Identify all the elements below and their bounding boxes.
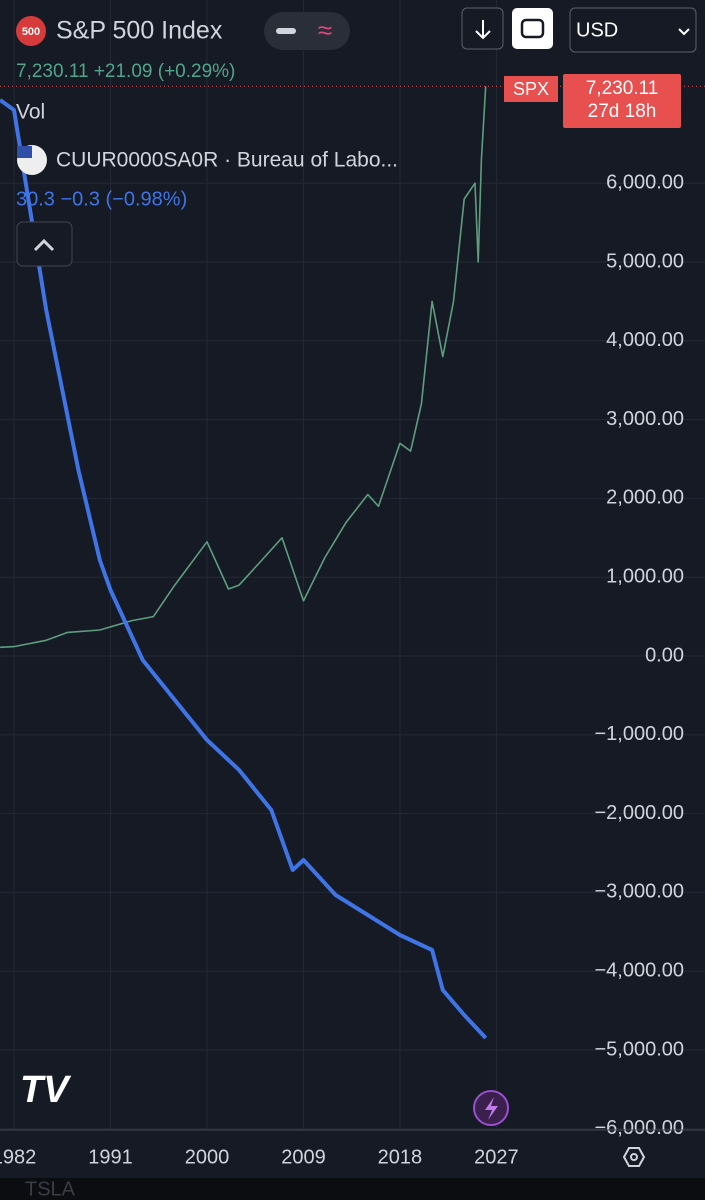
y-tick-label: −5,000.00 <box>594 1038 684 1060</box>
toggle-wave: ≈ <box>318 15 332 45</box>
y-tick-label: 6,000.00 <box>606 171 684 193</box>
flag-canton <box>17 146 32 158</box>
y-tick-label: −4,000.00 <box>594 959 684 981</box>
currency-select[interactable] <box>569 7 697 53</box>
y-tick-label: 2,000.00 <box>606 487 684 509</box>
fullscreen-button[interactable] <box>512 8 553 49</box>
y-tick-label: 3,000.00 <box>606 408 684 430</box>
toggle[interactable] <box>264 12 350 50</box>
overlay-quote: 30.3 −0.3 (−0.98%) <box>16 188 187 210</box>
badge <box>16 16 46 46</box>
fullscreen-icon <box>520 18 545 39</box>
overlay-name: CUUR0000SA0R · Bureau of Labo... <box>56 149 398 172</box>
price-tag: 7,230.11 <box>586 78 659 99</box>
title: S&P 500 Index <box>56 17 223 45</box>
settings-dot <box>630 1153 638 1161</box>
y-tick-label: −6,000.00 <box>594 1117 684 1139</box>
x-tick-label: 1982 <box>0 1146 36 1168</box>
quote: 7,230.11 +21.09 (+0.29%) <box>16 61 235 82</box>
symbol-tag-bg <box>504 76 558 102</box>
x-tick-label: 2009 <box>281 1146 326 1168</box>
currency: USD <box>576 19 618 41</box>
symbol-tag: SPX <box>513 79 549 99</box>
x-tick-label: 2000 <box>185 1146 230 1168</box>
y-tick-label: −2,000.00 <box>594 802 684 824</box>
vol-label: Vol <box>16 101 45 124</box>
dropdown-icon <box>678 28 690 36</box>
plot: −6,000.00 −5,000.00 −4,000.00 −3,000.00 −2,0… <box>0 0 705 1168</box>
y-tick-label: 0.00 <box>645 644 684 666</box>
series-line <box>0 86 487 649</box>
logo: TV <box>20 1069 71 1111</box>
footer-text: TSLA <box>25 1178 76 1200</box>
series-line <box>0 98 488 1040</box>
y-tick-label: −3,000.00 <box>594 881 684 903</box>
download-icon <box>475 20 491 40</box>
chevron-icon <box>33 238 55 252</box>
price-tag-bg <box>563 74 681 128</box>
settings-button[interactable] <box>622 1147 646 1167</box>
x-tick-label: 1991 <box>88 1146 133 1168</box>
collapse-button[interactable] <box>16 221 73 267</box>
countdown: 27d 18h <box>588 101 657 122</box>
y-tick-label: 4,000.00 <box>606 329 684 351</box>
x-tick-label: 2018 <box>378 1146 423 1168</box>
footer-bar <box>0 1178 705 1200</box>
y-tick-label: 1,000.00 <box>606 565 684 587</box>
y-tick-label: 5,000.00 <box>606 250 684 272</box>
toggle-minus <box>276 28 296 34</box>
x-tick-label: 2027 <box>474 1146 519 1168</box>
badge-text: 500 <box>22 26 40 38</box>
y-tick-label: −1,000.00 <box>594 723 684 745</box>
flash-icon <box>485 1097 498 1120</box>
